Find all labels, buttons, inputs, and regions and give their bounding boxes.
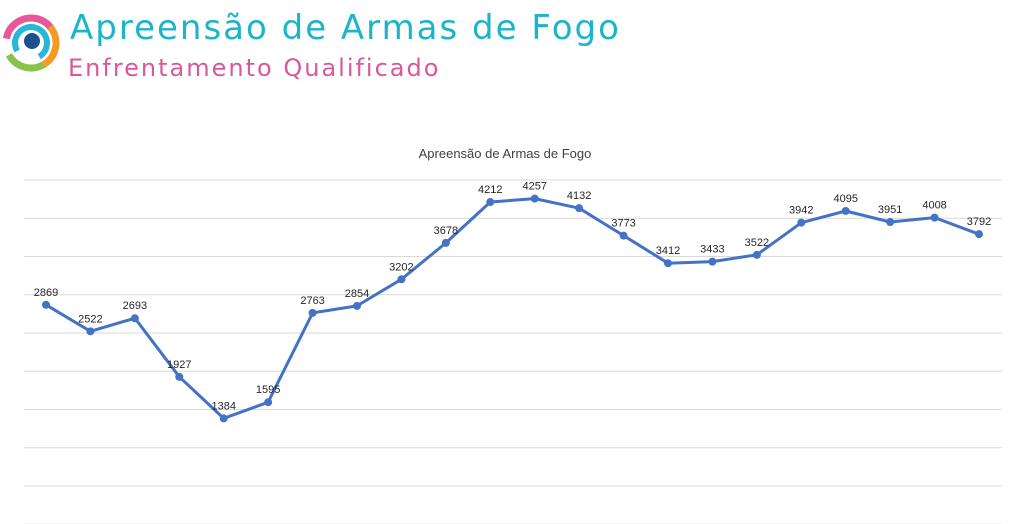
data-label: 3522: [745, 237, 769, 249]
data-point: [841, 206, 850, 215]
data-label: 3951: [878, 204, 902, 216]
data-label: 3942: [789, 205, 813, 217]
data-point: [530, 194, 539, 203]
data-point: [175, 372, 184, 381]
data-label: 2854: [345, 288, 369, 300]
data-point: [441, 238, 450, 247]
data-point: [264, 398, 273, 407]
line-chart: 2003200420052006200720082009201020112012…: [0, 130, 1010, 524]
data-label: 2763: [300, 295, 324, 307]
data-label: 4008: [922, 200, 946, 212]
target-swirl-logo: [2, 14, 60, 72]
data-point: [752, 250, 761, 259]
data-label: 3412: [656, 245, 680, 257]
data-label: 1384: [211, 400, 235, 412]
data-point: [86, 327, 95, 336]
data-point: [975, 230, 983, 239]
data-label: 3773: [611, 218, 635, 230]
data-label: 2869: [34, 287, 58, 299]
data-label: 2693: [123, 300, 147, 312]
data-label: 4212: [478, 184, 502, 196]
data-label: 1595: [256, 384, 280, 396]
data-point: [708, 257, 717, 266]
data-point: [397, 275, 406, 284]
data-point: [353, 301, 361, 310]
data-point: [664, 259, 672, 268]
chart-title: Apreensão de Armas de Fogo: [418, 146, 592, 161]
data-point: [797, 218, 806, 227]
data-label: 3202: [389, 261, 413, 273]
series-line: [44, 197, 981, 420]
data-point: [130, 314, 139, 323]
data-point: [219, 414, 228, 423]
data-point: [486, 198, 495, 207]
data-label: 4132: [567, 190, 591, 202]
data-label: 4257: [522, 181, 546, 193]
data-point: [619, 231, 628, 240]
page-header: Apreensão de Armas de Fogo Enfrentamento…: [0, 0, 1010, 100]
data-label: 3678: [434, 225, 458, 237]
data-point: [886, 217, 895, 226]
page-subtitle: Enfrentamento Qualificado: [68, 54, 441, 82]
data-label: 3433: [700, 244, 724, 256]
data-point: [308, 308, 317, 317]
data-point: [42, 300, 50, 309]
data-label: 1927: [167, 359, 191, 371]
data-label: 4095: [833, 193, 857, 205]
chart-svg: 2003200420052006200720082009201020112012…: [24, 179, 1002, 524]
data-point: [575, 204, 584, 213]
page-title: Apreensão de Armas de Fogo: [70, 8, 621, 48]
data-point: [930, 213, 939, 222]
data-label: 2522: [78, 313, 102, 325]
data-label: 3792: [967, 216, 991, 228]
